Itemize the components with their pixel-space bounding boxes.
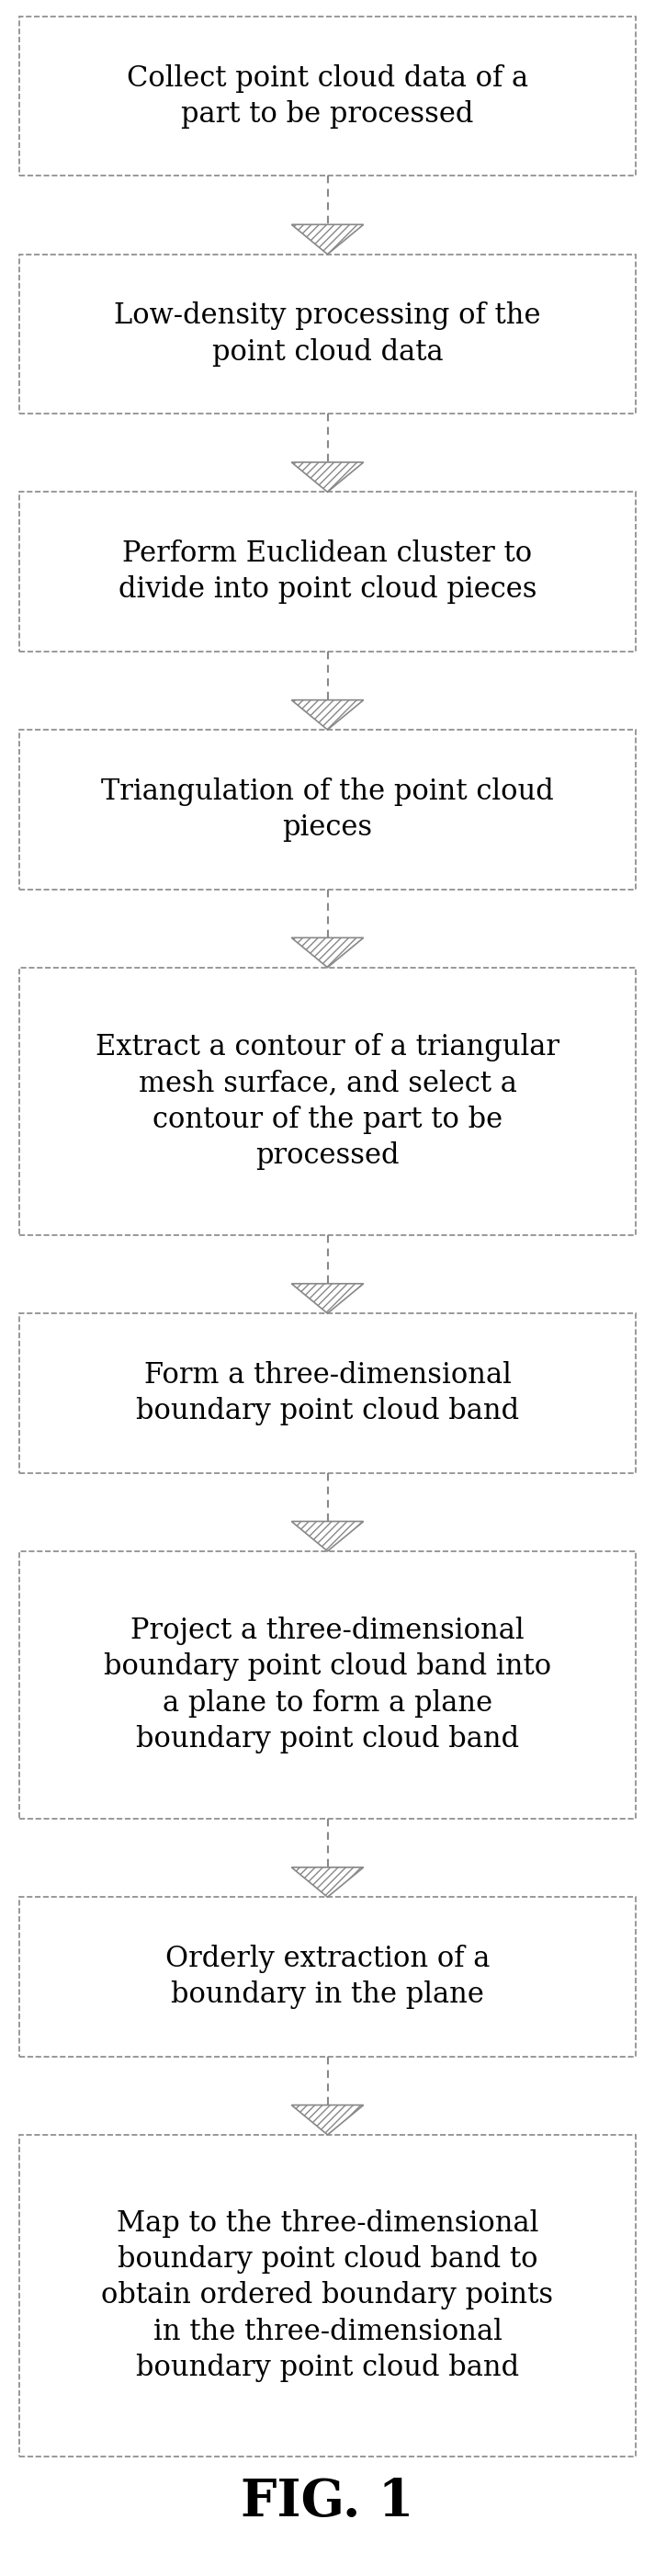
Bar [20, 15, 635, 175]
Polygon shape [291, 1283, 364, 1314]
Bar [20, 255, 635, 415]
Bar [20, 729, 635, 889]
Polygon shape [291, 461, 364, 492]
Polygon shape [291, 1868, 364, 1896]
Text: Orderly extraction of a
boundary in the plane: Orderly extraction of a boundary in the … [165, 1945, 490, 2009]
Polygon shape [291, 938, 364, 969]
Polygon shape [291, 1522, 364, 1551]
Polygon shape [291, 2105, 364, 2136]
Text: Perform Euclidean cluster to
divide into point cloud pieces: Perform Euclidean cluster to divide into… [119, 538, 536, 605]
Polygon shape [291, 701, 364, 729]
Text: Project a three-dimensional
boundary point cloud band into
a plane to form a pla: Project a three-dimensional boundary poi… [103, 1615, 552, 1754]
Text: Map to the three-dimensional
boundary point cloud band to
obtain ordered boundar: Map to the three-dimensional boundary po… [102, 2210, 553, 2383]
Text: Collect point cloud data of a
part to be processed: Collect point cloud data of a part to be… [126, 64, 529, 129]
Bar [20, 969, 635, 1234]
Text: Low-density processing of the
point cloud data: Low-density processing of the point clou… [114, 301, 541, 366]
Text: Triangulation of the point cloud
pieces: Triangulation of the point cloud pieces [101, 778, 554, 842]
Bar [20, 1551, 635, 1819]
Text: Form a three-dimensional
boundary point cloud band: Form a three-dimensional boundary point … [136, 1360, 519, 1425]
Text: FIG. 1: FIG. 1 [241, 2478, 414, 2527]
Bar [20, 1314, 635, 1473]
Text: Extract a contour of a triangular
mesh surface, and select a
contour of the part: Extract a contour of a triangular mesh s… [96, 1033, 559, 1170]
Bar [20, 1896, 635, 2056]
Bar [20, 492, 635, 652]
Bar [20, 2136, 635, 2458]
Polygon shape [291, 224, 364, 255]
